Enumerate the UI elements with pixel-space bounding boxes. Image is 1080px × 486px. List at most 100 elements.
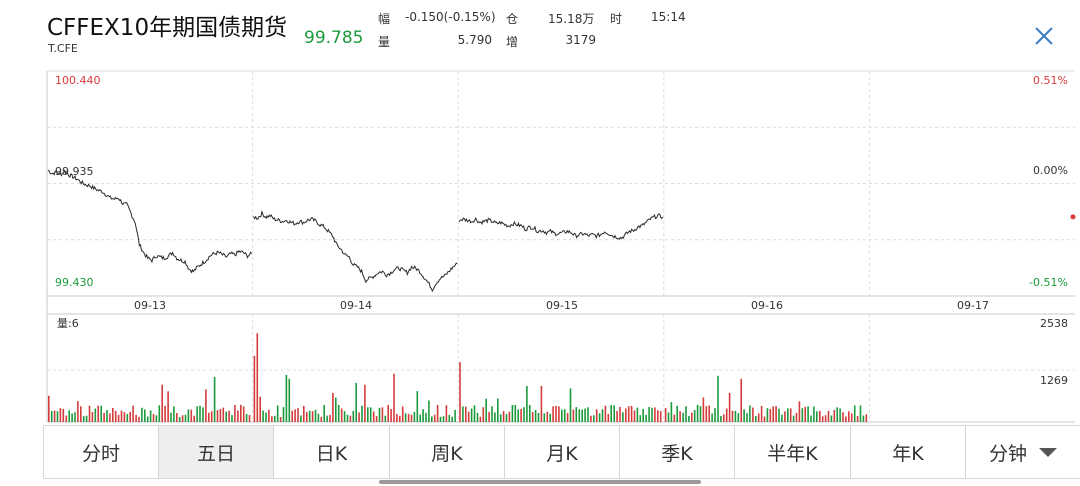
tab-label: 周K [431, 442, 463, 465]
volume-bar [401, 406, 404, 422]
volume-bar [106, 410, 108, 422]
volume-bar [534, 410, 537, 422]
volume-bar [633, 410, 636, 422]
volume-bar [422, 409, 424, 422]
volume-bar [48, 395, 50, 422]
volume-bar [842, 412, 844, 422]
volume-bar [645, 414, 647, 422]
volume-bar [651, 407, 653, 422]
volume-bar [546, 411, 549, 422]
chart-grid [46, 70, 1075, 423]
last-price: 99.785 [304, 28, 364, 48]
volume-bar [714, 408, 716, 422]
volume-bar [155, 415, 158, 422]
volume-bar [839, 408, 841, 422]
volume-bar [62, 408, 65, 422]
volume-bar [537, 412, 540, 422]
volume-bar [419, 414, 421, 422]
volume-bar [68, 410, 70, 422]
volume-bar [749, 405, 751, 422]
volume-bar [590, 415, 592, 422]
volume-bar [563, 409, 566, 422]
volume-bar [670, 402, 673, 422]
tab-8[interactable]: 分钟 [966, 426, 1080, 478]
volume-bar [372, 411, 375, 422]
volume-bar [381, 407, 384, 422]
volume-bar [508, 411, 511, 422]
tab-4[interactable]: 月K [505, 426, 620, 478]
volume-bar [123, 412, 126, 422]
volume-bar [149, 410, 152, 422]
tab-3[interactable]: 周K [390, 426, 505, 478]
volume-bar [50, 411, 53, 422]
volume-bar [622, 412, 624, 422]
volume-bar [639, 415, 642, 422]
volume-bar [329, 414, 331, 422]
volume-bar [326, 415, 328, 422]
volume-bar [97, 405, 99, 422]
tab-1[interactable]: 五日 [159, 426, 274, 478]
volume-bar [696, 404, 699, 422]
open-interest-label: 仓 [506, 12, 519, 26]
volume-bar [433, 414, 436, 422]
volume-bar [393, 373, 395, 422]
volume-bar [616, 411, 618, 422]
volume-bar [210, 411, 213, 422]
volume-bar [593, 415, 595, 422]
volume-bar [613, 405, 615, 422]
volume-bar [288, 378, 291, 422]
volume-bar [285, 374, 288, 422]
volume-bar [787, 408, 789, 422]
volume-bar [297, 408, 299, 422]
price-line-day-3 [458, 213, 664, 240]
volume-bar [679, 411, 681, 422]
volume-bar [740, 378, 742, 422]
volume-bar [529, 405, 531, 422]
volume-bar [459, 362, 461, 422]
volume-bar [332, 392, 334, 422]
close-icon [1035, 27, 1053, 45]
volume-bar [845, 416, 847, 422]
tab-7[interactable]: 年K [851, 426, 966, 478]
volume-bar [208, 412, 210, 422]
volume-bar [850, 413, 853, 422]
volume-bar [488, 411, 490, 422]
tab-2[interactable]: 日K [274, 426, 390, 478]
tab-6[interactable]: 半年K [735, 426, 851, 478]
volume-bar [242, 406, 245, 422]
volume-bar [358, 412, 360, 422]
volume-bar [431, 416, 433, 422]
price-line-day-1 [47, 169, 253, 274]
volume-bar [479, 416, 482, 422]
open-interest-value: 15.18万 [548, 12, 595, 26]
volume-bar [271, 416, 273, 422]
volume-bar [769, 409, 772, 422]
volume-bar [821, 416, 824, 422]
volume-bar [407, 413, 410, 422]
volume-bar [181, 415, 184, 422]
volume-bar [494, 412, 496, 422]
volume-bar [804, 406, 806, 422]
tab-0[interactable]: 分时 [44, 426, 159, 478]
oi-change-label: 增 [506, 35, 519, 49]
volume-bar [792, 415, 795, 422]
volume-bar [540, 386, 543, 422]
scroll-indicator[interactable] [379, 480, 701, 484]
volume-bar [205, 389, 207, 422]
volume-bar [439, 416, 442, 422]
volume-bar [607, 414, 610, 422]
tab-5[interactable]: 季K [620, 426, 735, 478]
volume-bar [848, 411, 850, 422]
volume-bar [657, 410, 659, 422]
volume-bar [231, 415, 233, 422]
volume-bar [746, 413, 748, 422]
volume-bar [300, 415, 302, 422]
volume-tick-mid: 1269 [1040, 374, 1068, 387]
volume-bar [82, 416, 85, 422]
volume-bar [465, 406, 467, 422]
close-button[interactable] [1028, 20, 1060, 52]
oi-change-value: 3179 [565, 33, 596, 47]
volume-bar [375, 416, 378, 422]
volume-bar [667, 412, 670, 422]
instrument-title: CFFEX10年期国债期货 [47, 15, 288, 41]
